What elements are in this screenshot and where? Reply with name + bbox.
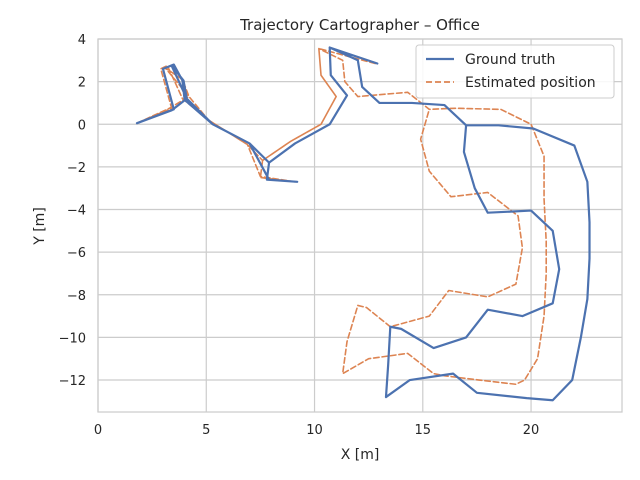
legend-box <box>415 44 615 99</box>
series-ground-truth-line <box>135 46 591 402</box>
series-layer <box>135 46 591 402</box>
y-tick-label: −10 <box>59 331 86 346</box>
y-tick-label: −6 <box>67 246 86 261</box>
chart-title: Trajectory Cartographer – Office <box>239 16 480 34</box>
y-tick-label: −4 <box>67 204 86 219</box>
x-tick-label: 0 <box>94 423 102 438</box>
y-tick-label: 0 <box>78 118 86 133</box>
y-axis-label: Y [m] <box>32 207 48 246</box>
y-tick-label: 4 <box>78 33 86 48</box>
x-tick-label: 20 <box>523 423 540 438</box>
x-tick-label: 5 <box>202 423 210 438</box>
legend-label-estimated-position: Estimated position <box>465 75 596 91</box>
x-axis-label: X [m] <box>341 447 380 463</box>
y-tick-label: 2 <box>78 76 86 91</box>
x-tick-label: 15 <box>415 423 432 438</box>
y-tick-label: −8 <box>67 289 86 304</box>
plot-frame <box>97 38 623 413</box>
y-tick-label: −12 <box>59 374 86 389</box>
legend: Ground truth Estimated position <box>415 44 615 99</box>
axes <box>97 38 623 413</box>
y-tick-label: −2 <box>67 161 86 176</box>
x-tick-label: 10 <box>306 423 323 438</box>
legend-label-ground-truth: Ground truth <box>465 52 555 68</box>
